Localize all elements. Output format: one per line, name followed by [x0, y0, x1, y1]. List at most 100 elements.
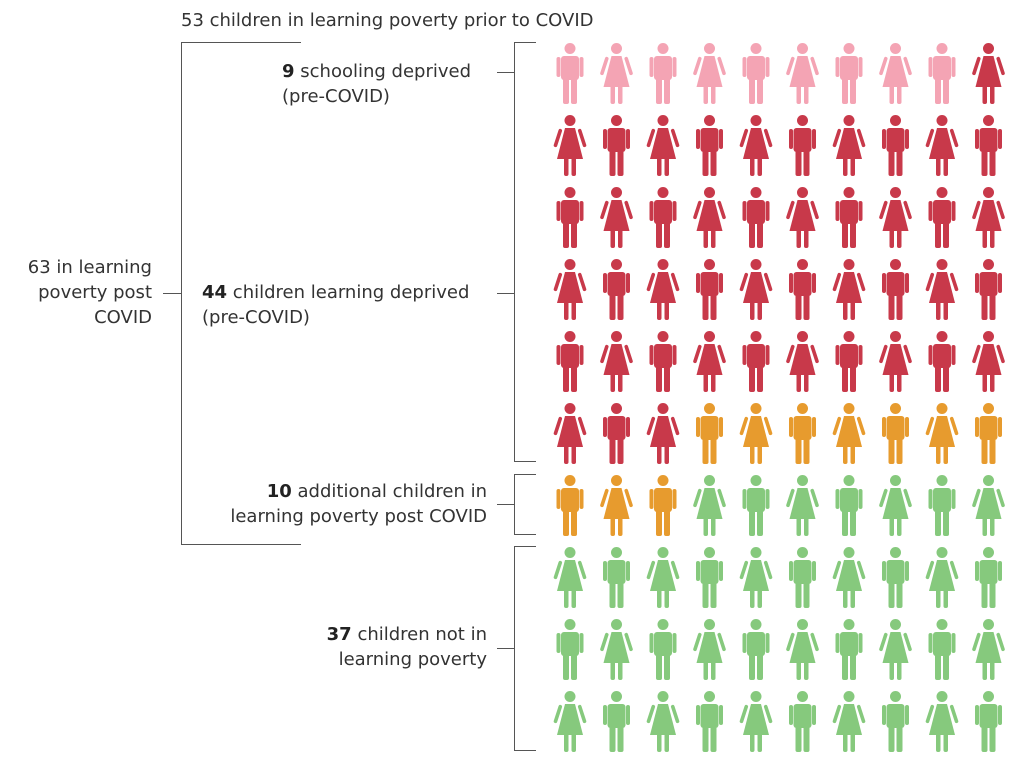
male-figure-learning: [975, 115, 1002, 176]
female-figure-not: [646, 691, 680, 752]
male-figure-not: [603, 691, 630, 752]
learning-tick: [497, 293, 514, 294]
not-text2: learning poverty: [338, 649, 487, 670]
male-figure-not: [696, 547, 723, 608]
learning-deprived-label: 44 children learning deprived (pre-COVID…: [202, 280, 469, 330]
female-figure-not: [832, 691, 866, 752]
male-figure-not: [789, 547, 816, 608]
female-figure-not: [739, 691, 773, 752]
learning-text2: (pre-COVID): [202, 307, 310, 328]
female-figure-learning: [646, 115, 680, 176]
female-figure-not: [646, 547, 680, 608]
female-figure-learning: [879, 331, 912, 392]
male-figure-not: [975, 691, 1002, 752]
female-figure-not: [972, 619, 1005, 680]
male-figure-learning: [603, 259, 630, 320]
male-figure-not: [835, 475, 863, 536]
male-figure-learning: [882, 115, 909, 176]
male-figure-not: [603, 547, 630, 608]
left-label-line1: 63 in learning: [27, 257, 152, 278]
male-figure-learning: [696, 259, 723, 320]
schooling-count: 9: [282, 61, 295, 82]
additional-bracket-vertical: [514, 474, 515, 534]
learning-count: 44: [202, 282, 228, 303]
male-figure-not: [649, 619, 677, 680]
left-bracket-vertical: [181, 42, 182, 544]
male-figure-not: [975, 547, 1002, 608]
female-figure-learning: [693, 331, 726, 392]
additional-tick: [497, 504, 514, 505]
male-figure-not: [928, 475, 956, 536]
female-figure-additional: [832, 403, 866, 464]
additional-text: additional children in: [297, 481, 487, 502]
female-figure-not: [786, 475, 819, 536]
female-figure-learning: [553, 403, 587, 464]
schooling-text: schooling deprived: [300, 61, 472, 82]
female-figure-additional: [925, 403, 959, 464]
additional-label: 10 additional children in learning pover…: [190, 479, 487, 529]
female-figure-not: [786, 619, 819, 680]
learning-text: children learning deprived: [232, 282, 470, 303]
not-bracket-vertical: [514, 546, 515, 750]
male-figure-learning: [696, 115, 723, 176]
male-figure-not: [742, 619, 770, 680]
male-figure-learning: [882, 259, 909, 320]
left-label-line2: poverty post: [38, 282, 152, 303]
female-figure-learning: [972, 187, 1005, 248]
female-figure-learning: [832, 259, 866, 320]
female-figure-not: [693, 619, 726, 680]
female-figure-learning: [646, 403, 680, 464]
female-figure-not: [832, 547, 866, 608]
additional-bracket-bottom: [514, 534, 536, 535]
not-text: children not in: [357, 624, 487, 645]
left-label-post-covid: 63 in learning poverty post COVID: [10, 255, 152, 330]
female-figure-learning: [739, 259, 773, 320]
female-figure-schooling: [786, 43, 819, 104]
male-figure-not: [696, 691, 723, 752]
not-in-poverty-label: 37 children not in learning poverty: [240, 622, 487, 672]
additional-count: 10: [266, 481, 292, 502]
left-label-line3: COVID: [94, 307, 152, 328]
male-figure-not: [928, 619, 956, 680]
male-figure-schooling: [649, 43, 677, 104]
male-figure-learning: [928, 331, 956, 392]
female-figure-not: [600, 619, 633, 680]
female-figure-schooling: [693, 43, 726, 104]
male-figure-additional: [882, 403, 909, 464]
male-figure-schooling: [742, 43, 770, 104]
female-figure-additional: [600, 475, 633, 536]
male-figure-learning: [789, 115, 816, 176]
schooling-tick: [497, 72, 514, 73]
male-figure-schooling: [835, 43, 863, 104]
female-figure-not: [553, 691, 587, 752]
male-figure-schooling: [556, 43, 584, 104]
male-figure-additional: [649, 475, 677, 536]
precovid-bracket-vertical: [514, 42, 515, 461]
male-figure-not: [882, 691, 909, 752]
male-figure-learning: [975, 259, 1002, 320]
female-figure-learning: [739, 115, 773, 176]
additional-text2: learning poverty post COVID: [230, 506, 487, 527]
not-tick: [497, 648, 514, 649]
male-figure-learning: [603, 115, 630, 176]
female-figure-not: [739, 547, 773, 608]
female-figure-not: [693, 475, 726, 536]
male-figure-learning: [835, 187, 863, 248]
female-figure-additional: [739, 403, 773, 464]
female-figure-learning: [925, 115, 959, 176]
male-figure-learning: [649, 187, 677, 248]
female-figure-not: [879, 475, 912, 536]
male-figure-learning: [603, 403, 630, 464]
precovid-bracket-bottom: [514, 461, 536, 462]
female-figure-learning: [786, 187, 819, 248]
female-figure-learning: [972, 43, 1005, 104]
male-figure-not: [789, 691, 816, 752]
female-figure-not: [925, 691, 959, 752]
male-figure-schooling: [928, 43, 956, 104]
female-figure-learning: [786, 331, 819, 392]
male-figure-not: [835, 619, 863, 680]
female-figure-learning: [600, 187, 633, 248]
male-figure-not: [742, 475, 770, 536]
not-bracket-bottom: [514, 750, 536, 751]
